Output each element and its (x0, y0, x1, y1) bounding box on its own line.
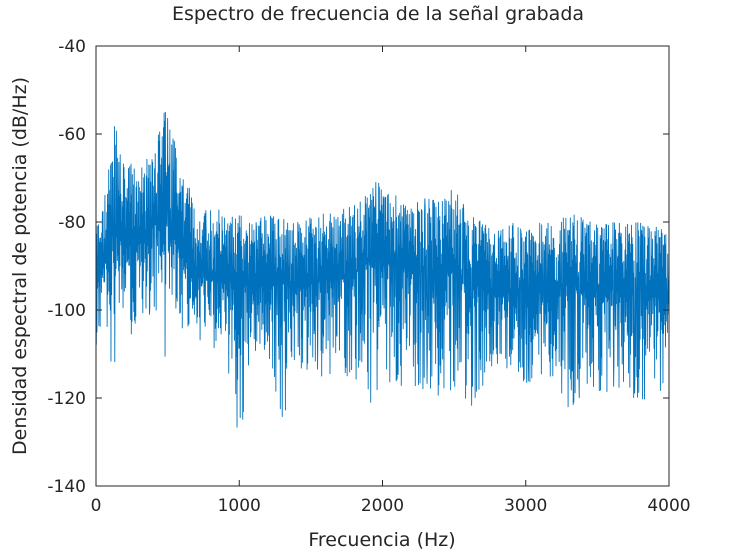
x-axis-label: Frecuencia (Hz) (308, 529, 455, 551)
x-tick-label: 3000 (504, 496, 547, 516)
x-tick-label: 4000 (647, 496, 690, 516)
y-tick-label: -60 (58, 125, 86, 145)
chart-title: Espectro de frecuencia de la señal graba… (172, 3, 584, 25)
x-tick-label: 2000 (361, 496, 404, 516)
y-tick-label: -40 (58, 37, 86, 57)
y-tick-label: -140 (47, 477, 86, 497)
plot-area (95, 45, 670, 487)
x-tick-label: 1000 (218, 496, 261, 516)
y-tick-label: -80 (58, 213, 86, 233)
psd-series-line (96, 111, 669, 428)
x-axis-ticks: 0 1000 2000 3000 4000 (91, 46, 691, 516)
y-axis-label: Densidad espectral de potencia (dB/Hz) (9, 77, 31, 455)
y-tick-label: -120 (47, 389, 86, 409)
y-axis-ticks: -140 -120 -100 -80 -60 -40 (47, 37, 669, 497)
y-tick-label: -100 (47, 301, 86, 321)
x-tick-label: 0 (91, 496, 102, 516)
